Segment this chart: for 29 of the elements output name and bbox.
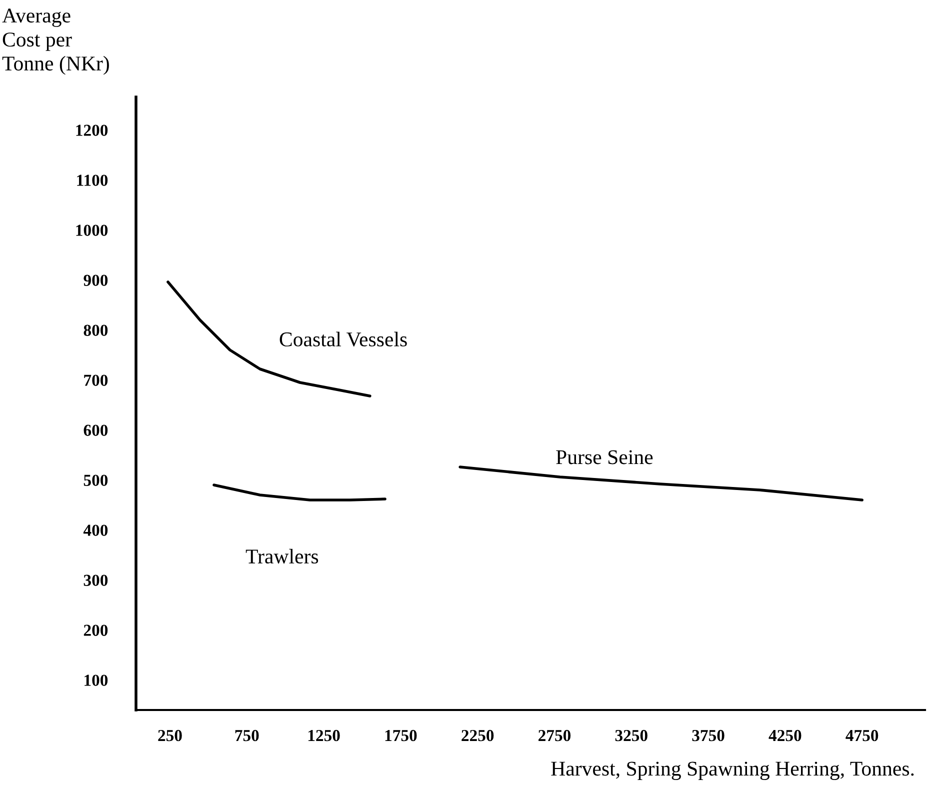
x-tick-label: 4250 <box>768 730 802 742</box>
line-series <box>458 466 864 502</box>
x-tick-label: 3250 <box>615 730 648 742</box>
x-tick-label: 1250 <box>308 730 340 742</box>
y-tick-label: 600 <box>84 424 108 436</box>
x-tick-label: 2750 <box>538 730 571 742</box>
y-tick-label: 400 <box>83 524 108 536</box>
x-tick-label: 1750 <box>385 730 417 742</box>
y-tick-label: 500 <box>84 474 108 486</box>
y-tick-label: 900 <box>84 274 108 286</box>
series-label: Purse Seine <box>556 450 653 464</box>
y-axis-title: Average Cost per Tonne (NKr) <box>2 8 109 75</box>
line-series <box>212 484 386 502</box>
x-axis-title: Harvest, Spring Spawning Herring, Tonnes. <box>551 762 914 780</box>
x-tick-label: 750 <box>235 730 259 742</box>
y-tick-label: 1100 <box>77 174 108 186</box>
series-label: Coastal Vessels <box>280 332 407 347</box>
x-tick-label: 3750 <box>692 730 724 742</box>
y-tick-label: 200 <box>84 624 108 636</box>
y-tick-label: 1200 <box>76 124 108 136</box>
text: Trawlers <box>246 548 318 564</box>
y-tick-label: 300 <box>84 574 108 586</box>
y-tick-label: 1000 <box>76 224 108 236</box>
x-tick-label: 250 <box>158 730 182 742</box>
x-tick-label: 4750 <box>846 730 878 742</box>
y-tick-label: 100 <box>84 674 108 686</box>
y-tick-label: 800 <box>84 324 108 336</box>
x-tick-label: 2250 <box>462 730 494 742</box>
y-tick-label: 700 <box>84 374 108 386</box>
